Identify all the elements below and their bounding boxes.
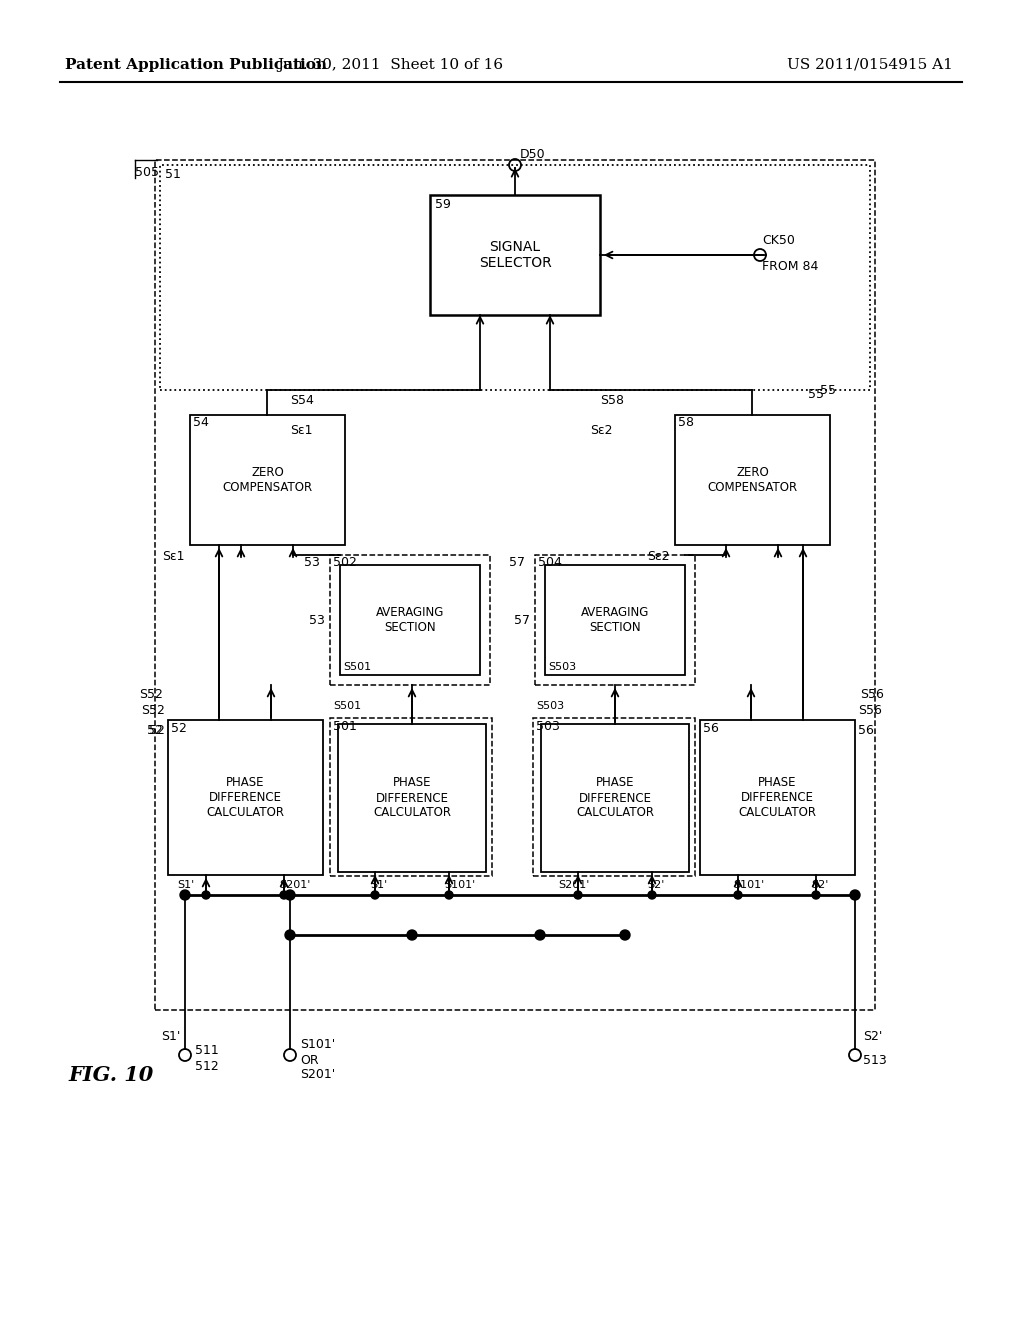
Bar	[675, 414, 830, 545]
Bar	[330, 554, 490, 685]
Text: S101': S101'	[444, 880, 475, 890]
Text: AVERAGING
SECTION: AVERAGING SECTION	[581, 606, 649, 634]
Text: 504: 504	[538, 557, 562, 569]
Circle shape	[180, 890, 190, 900]
Text: S503: S503	[536, 701, 564, 711]
Text: 51: 51	[165, 169, 181, 181]
Text: 55: 55	[808, 388, 824, 401]
Text: 52: 52	[150, 723, 165, 737]
Text: S1': S1'	[177, 880, 194, 890]
Text: S2': S2'	[863, 1031, 883, 1044]
Text: 53: 53	[304, 557, 319, 569]
Circle shape	[280, 891, 288, 899]
Text: S58: S58	[600, 393, 624, 407]
Text: 55: 55	[820, 384, 836, 396]
Bar	[160, 165, 870, 389]
Circle shape	[371, 891, 379, 899]
Text: 56: 56	[703, 722, 719, 734]
Text: S501: S501	[343, 663, 371, 672]
Text: S52: S52	[139, 689, 163, 701]
Circle shape	[285, 890, 295, 900]
Text: S2': S2'	[811, 880, 828, 890]
Bar	[534, 718, 695, 876]
Text: SIGNAL
SELECTOR: SIGNAL SELECTOR	[478, 240, 551, 271]
Bar	[541, 723, 689, 873]
Text: 501: 501	[333, 719, 357, 733]
Text: S52: S52	[141, 704, 165, 717]
Text: 56: 56	[858, 723, 873, 737]
Circle shape	[407, 931, 417, 940]
Text: 511: 511	[195, 1044, 219, 1056]
Circle shape	[285, 931, 295, 940]
Text: S503: S503	[548, 663, 577, 672]
Text: 54: 54	[193, 417, 209, 429]
Text: 52: 52	[171, 722, 186, 734]
Bar	[535, 554, 695, 685]
Text: S56: S56	[860, 689, 884, 701]
Bar	[545, 565, 685, 675]
Text: D50: D50	[520, 149, 546, 161]
Circle shape	[648, 891, 656, 899]
Text: PHASE
DIFFERENCE
CALCULATOR: PHASE DIFFERENCE CALCULATOR	[373, 776, 451, 820]
Text: OR: OR	[300, 1053, 318, 1067]
Text: 512: 512	[195, 1060, 219, 1073]
Text: 502: 502	[333, 557, 357, 569]
Bar	[168, 719, 323, 875]
Text: 58: 58	[678, 417, 694, 429]
Text: PHASE
DIFFERENCE
CALCULATOR: PHASE DIFFERENCE CALCULATOR	[738, 776, 816, 818]
Circle shape	[574, 891, 582, 899]
Circle shape	[850, 890, 860, 900]
Bar	[430, 195, 600, 315]
Text: S101': S101'	[300, 1039, 335, 1052]
Text: S56: S56	[858, 704, 882, 717]
Text: 53: 53	[309, 614, 325, 627]
Circle shape	[445, 891, 453, 899]
Circle shape	[202, 891, 210, 899]
Text: S54: S54	[290, 393, 314, 407]
Circle shape	[535, 931, 545, 940]
Text: S201': S201'	[558, 880, 590, 890]
Text: PHASE
DIFFERENCE
CALCULATOR: PHASE DIFFERENCE CALCULATOR	[207, 776, 285, 818]
Circle shape	[812, 891, 820, 899]
Text: Sε2: Sε2	[590, 424, 612, 437]
Bar	[155, 160, 874, 1010]
Text: 505: 505	[135, 165, 159, 178]
Text: PHASE
DIFFERENCE
CALCULATOR: PHASE DIFFERENCE CALCULATOR	[575, 776, 654, 820]
Text: S101': S101'	[733, 880, 764, 890]
Text: ZERO
COMPENSATOR: ZERO COMPENSATOR	[222, 466, 312, 494]
Bar	[330, 718, 492, 876]
Text: S501: S501	[333, 701, 361, 711]
Text: AVERAGING
SECTION: AVERAGING SECTION	[376, 606, 444, 634]
Text: S1': S1'	[370, 880, 387, 890]
Bar	[190, 414, 345, 545]
Text: Sε1: Sε1	[290, 424, 312, 437]
Text: FIG. 10: FIG. 10	[68, 1065, 154, 1085]
Text: 52: 52	[147, 723, 163, 737]
Text: Jun. 30, 2011  Sheet 10 of 16: Jun. 30, 2011 Sheet 10 of 16	[276, 58, 503, 73]
Text: Sε1: Sε1	[163, 550, 185, 564]
Text: 57: 57	[509, 557, 525, 569]
Circle shape	[620, 931, 630, 940]
Text: Patent Application Publication: Patent Application Publication	[65, 58, 327, 73]
Text: 59: 59	[435, 198, 451, 211]
Text: 513: 513	[863, 1053, 887, 1067]
Text: Sε2: Sε2	[647, 550, 670, 564]
Text: CK50: CK50	[762, 234, 795, 247]
Text: S201': S201'	[279, 880, 310, 890]
Text: FROM 84: FROM 84	[762, 260, 818, 273]
Bar	[340, 565, 480, 675]
Text: S201': S201'	[300, 1068, 335, 1081]
Text: 57: 57	[514, 614, 530, 627]
Bar	[338, 723, 486, 873]
Text: US 2011/0154915 A1: US 2011/0154915 A1	[787, 58, 953, 73]
Text: 503: 503	[536, 719, 560, 733]
Text: ZERO
COMPENSATOR: ZERO COMPENSATOR	[708, 466, 798, 494]
Circle shape	[734, 891, 742, 899]
Bar	[700, 719, 855, 875]
Text: S2': S2'	[647, 880, 665, 890]
Text: S1': S1'	[161, 1031, 180, 1044]
